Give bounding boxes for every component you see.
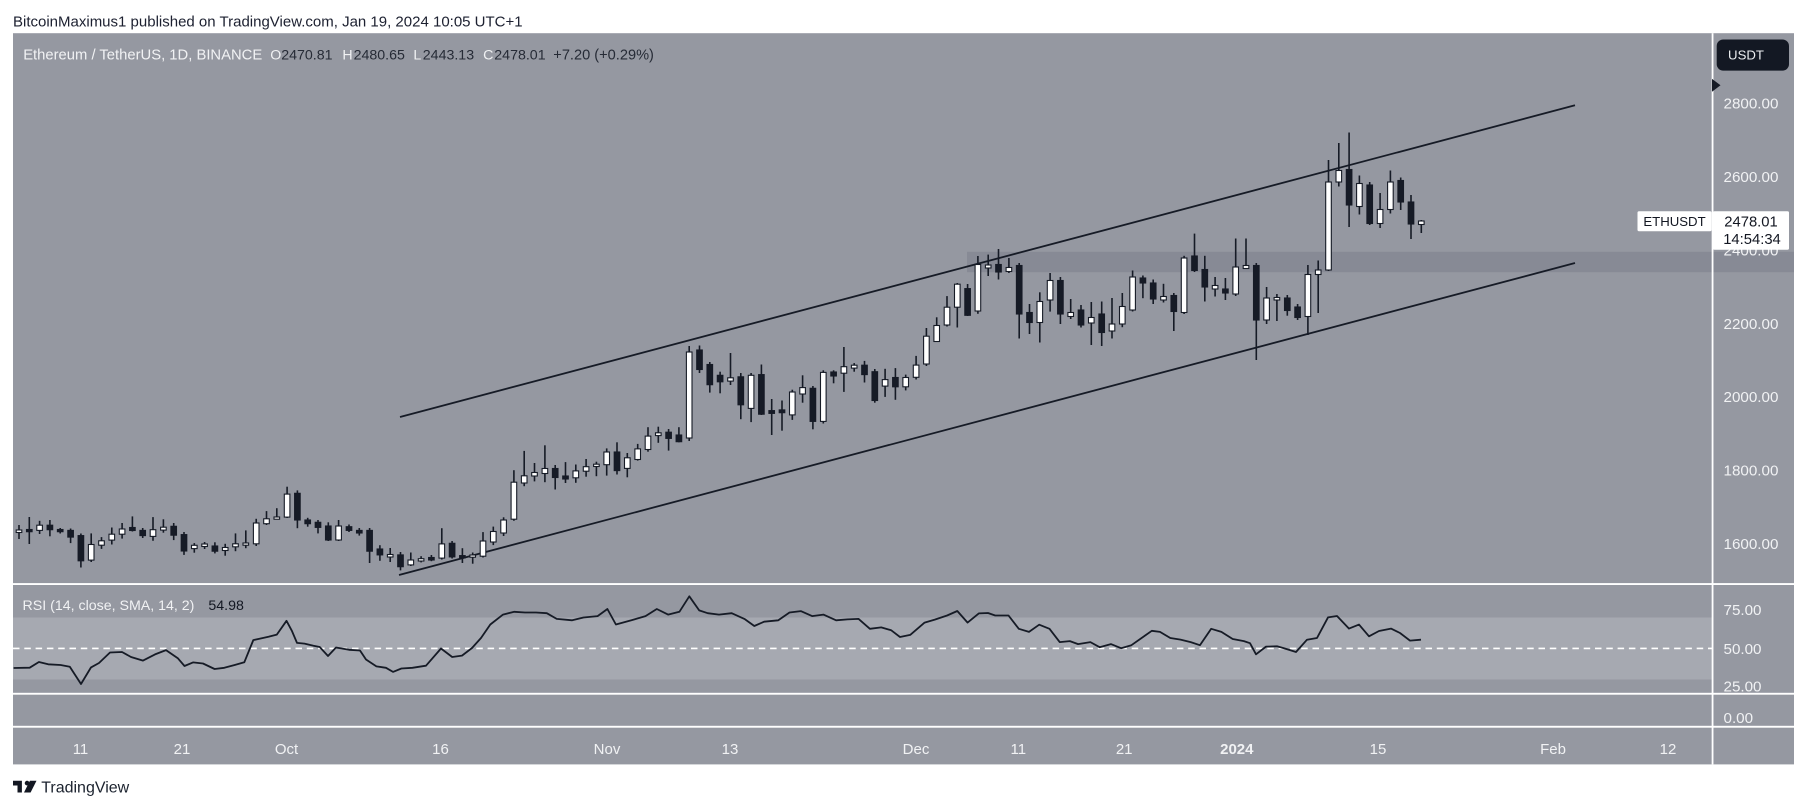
svg-text:2443.13: 2443.13	[423, 48, 474, 64]
svg-text:Nov: Nov	[594, 741, 621, 758]
svg-text:11: 11	[1011, 741, 1027, 758]
svg-text:USDT: USDT	[1728, 48, 1764, 63]
svg-text:+7.20 (+0.29%): +7.20 (+0.29%)	[553, 48, 654, 64]
svg-text:13: 13	[722, 741, 739, 758]
svg-text:2470.81: 2470.81	[281, 48, 332, 64]
svg-text:2000.00: 2000.00	[1724, 389, 1779, 406]
svg-text:1600.00: 1600.00	[1724, 536, 1779, 553]
svg-text:ETHUSDT: ETHUSDT	[1643, 214, 1705, 229]
svg-text:15: 15	[1370, 741, 1387, 758]
svg-text:16: 16	[432, 741, 449, 758]
svg-text:Feb: Feb	[1540, 741, 1566, 758]
svg-text:25.00: 25.00	[1724, 678, 1762, 695]
svg-text:0.00: 0.00	[1724, 710, 1754, 727]
svg-text:TradingView: TradingView	[41, 780, 129, 797]
svg-text:Oct: Oct	[275, 741, 299, 758]
svg-text:2478.01: 2478.01	[494, 48, 545, 64]
svg-text:2478.01: 2478.01	[1724, 214, 1778, 230]
svg-text:RSI (14, close, SMA, 14, 2)54.: RSI (14, close, SMA, 14, 2) 54.98	[23, 598, 245, 614]
svg-text:L: L	[413, 48, 421, 64]
svg-text:C: C	[483, 48, 493, 64]
svg-text:BitcoinMaximus1 published on T: BitcoinMaximus1 published on TradingView…	[13, 14, 523, 31]
svg-text:21: 21	[1116, 741, 1133, 758]
svg-text:14:54:34: 14:54:34	[1723, 232, 1781, 248]
svg-text:H: H	[342, 48, 352, 64]
svg-text:Dec: Dec	[903, 741, 930, 758]
svg-text:2800.00: 2800.00	[1724, 96, 1779, 113]
svg-text:2600.00: 2600.00	[1724, 169, 1779, 186]
svg-text:12: 12	[1660, 741, 1677, 758]
svg-text:21: 21	[174, 741, 191, 758]
svg-text:2024: 2024	[1220, 741, 1254, 758]
svg-text:O: O	[270, 48, 281, 64]
svg-text:11: 11	[73, 741, 89, 758]
svg-text:50.00: 50.00	[1724, 641, 1762, 658]
svg-text:2200.00: 2200.00	[1724, 316, 1779, 333]
svg-text:Ethereum / TetherUS, 1D, BINAN: Ethereum / TetherUS, 1D, BINANCE	[23, 48, 262, 64]
svg-text:2480.65: 2480.65	[354, 48, 405, 64]
svg-text:1800.00: 1800.00	[1724, 463, 1779, 480]
svg-text:75.00: 75.00	[1724, 602, 1762, 619]
